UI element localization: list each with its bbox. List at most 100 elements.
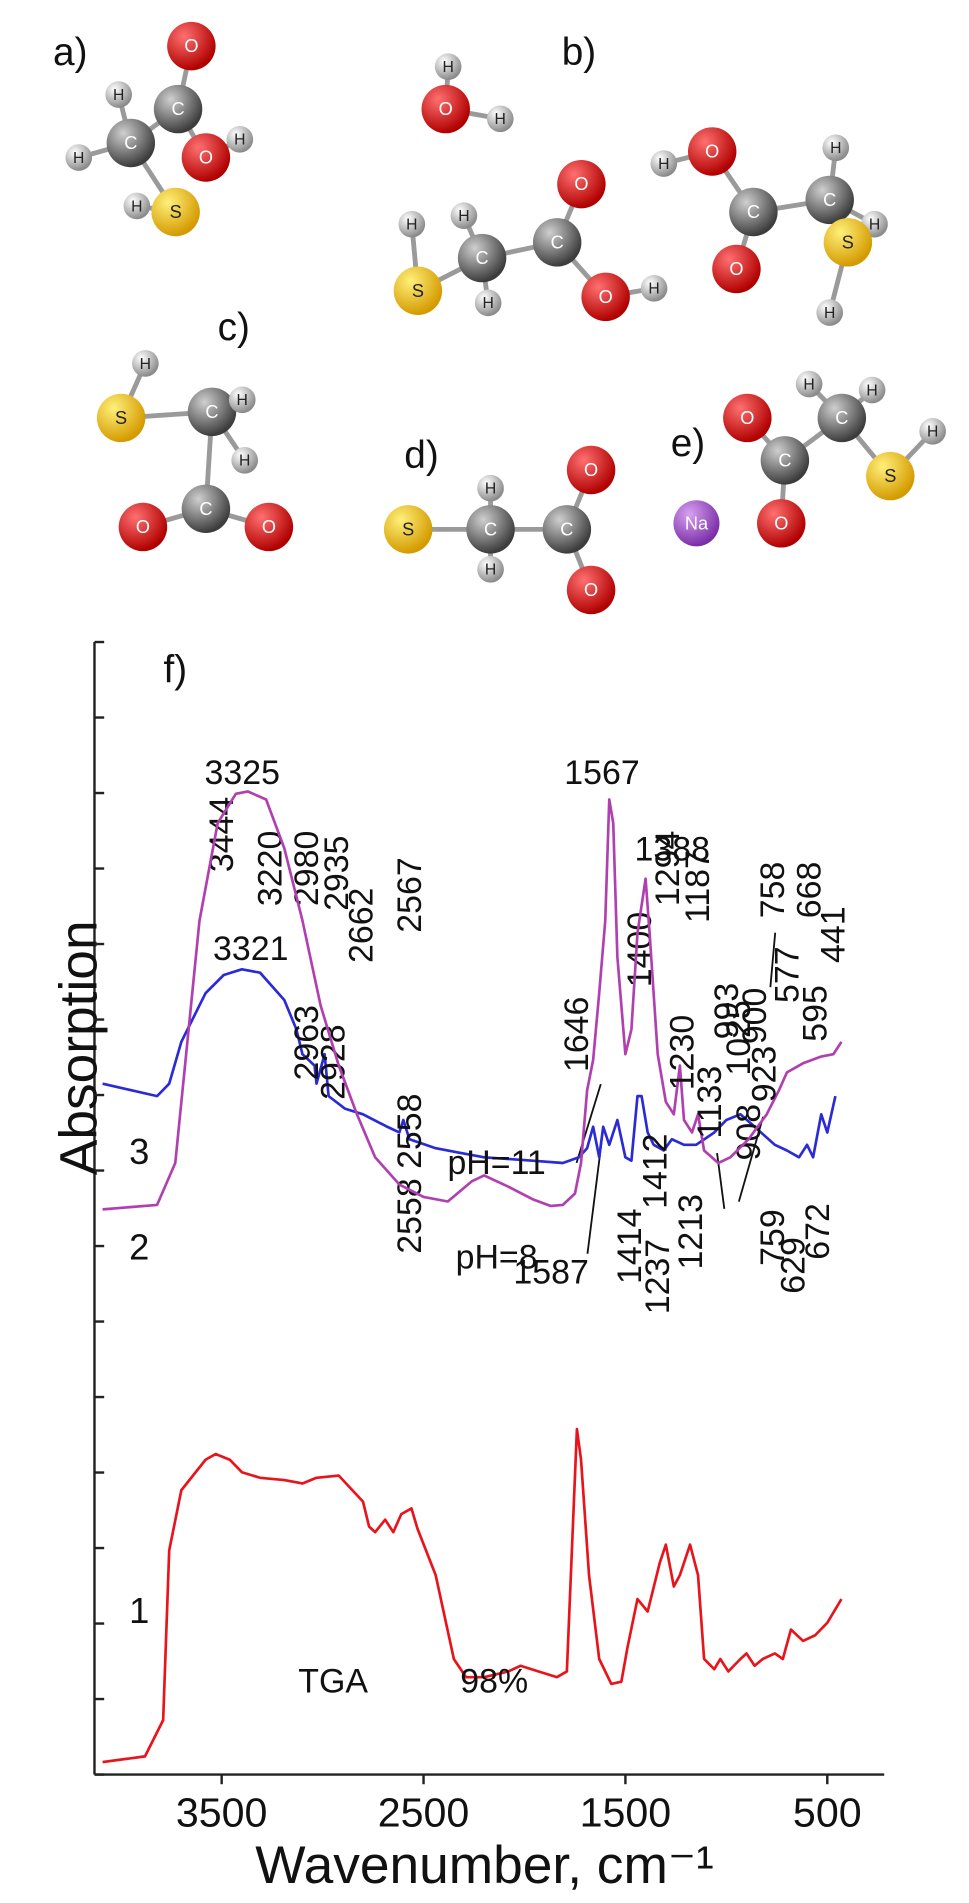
atom xyxy=(96,393,146,443)
atom-label: H xyxy=(406,217,417,234)
atom xyxy=(687,127,737,176)
peak-label: 1388 xyxy=(635,831,710,869)
atom-label: S xyxy=(170,202,182,222)
peak-label: 1412 xyxy=(637,1133,675,1208)
spectrum xyxy=(102,1427,843,1764)
peak-label: 1237 xyxy=(639,1239,677,1314)
atom-label: S xyxy=(115,408,127,428)
atom xyxy=(421,84,470,134)
peak-label: 1587 xyxy=(513,1253,588,1291)
atom xyxy=(132,350,159,377)
atom xyxy=(153,84,203,134)
atom-label: C xyxy=(747,202,760,222)
atom xyxy=(723,393,772,443)
atom xyxy=(823,218,873,267)
atom-label: O xyxy=(584,460,598,480)
atom xyxy=(187,387,237,437)
atom-label: H xyxy=(482,295,493,312)
atom-label: H xyxy=(869,217,880,234)
peak-label: 1133 xyxy=(691,1066,729,1139)
peak-label: 1646 xyxy=(558,997,596,1072)
atom-label: O xyxy=(262,517,276,537)
atom xyxy=(816,299,844,326)
atom-label: H xyxy=(113,87,124,104)
molecule-label: e) xyxy=(671,422,705,465)
peak-label: 1230 xyxy=(663,1015,701,1090)
atom-label: C xyxy=(484,519,497,539)
x-tick-label: 500 xyxy=(793,1790,862,1836)
atom-label: C xyxy=(199,499,212,519)
atom xyxy=(866,451,915,501)
atom xyxy=(228,386,256,414)
x-tick-label: 3500 xyxy=(176,1790,268,1836)
atom xyxy=(457,233,507,283)
atom-label: H xyxy=(485,562,496,579)
atom xyxy=(760,436,810,485)
atom xyxy=(393,266,443,315)
atom xyxy=(542,505,592,554)
atom-label: C xyxy=(823,190,836,210)
atom-label: H xyxy=(458,208,469,225)
atom xyxy=(383,505,433,554)
atom xyxy=(795,370,823,398)
atom xyxy=(123,192,151,220)
peak-label: 2980 xyxy=(288,831,326,906)
atom-label: H xyxy=(824,305,835,322)
atom-label: O xyxy=(774,513,788,533)
atom-label: Na xyxy=(685,513,709,533)
atom-label: H xyxy=(648,281,659,298)
peak-label: 3220 xyxy=(251,831,289,906)
atom xyxy=(181,484,231,534)
x-tick-label: 1500 xyxy=(580,1790,672,1836)
peak-label: 629 xyxy=(775,1237,813,1294)
peak-label: 2935 xyxy=(318,835,356,910)
atom-label: S xyxy=(884,466,896,486)
atom xyxy=(757,499,806,548)
atom-label: H xyxy=(658,156,669,173)
peak-label: 2567 xyxy=(391,857,429,932)
atom-label: O xyxy=(136,517,150,537)
atom xyxy=(398,210,426,238)
ir-chart: f) Wavenumber, cm⁻¹ Absorption 3500 2500 1… xyxy=(49,640,885,1895)
peak-label: 577 xyxy=(769,946,807,1003)
atom-label: H xyxy=(239,453,250,470)
x-axis-title: Wavenumber, cm⁻¹ xyxy=(255,1836,713,1895)
atom-label: C xyxy=(171,99,184,119)
atom xyxy=(566,445,616,495)
atom-label: S xyxy=(412,281,424,301)
atom xyxy=(65,144,93,171)
atom-label: H xyxy=(927,424,938,441)
atom xyxy=(566,565,616,615)
atom-label: O xyxy=(439,99,453,119)
atom-label: S xyxy=(842,232,854,252)
atom xyxy=(118,502,168,552)
atom-label: H xyxy=(234,132,245,149)
atom-label: H xyxy=(803,376,814,393)
atom-label: O xyxy=(584,580,598,600)
peak-label: 1025 xyxy=(720,1000,758,1075)
atom-label: H xyxy=(830,140,841,157)
atom-label: C xyxy=(560,519,573,539)
pointer xyxy=(575,1083,602,1164)
peak-label: 900 xyxy=(736,988,774,1045)
atom-label: O xyxy=(729,259,743,279)
atom xyxy=(919,417,946,445)
annotation: pH=11 xyxy=(447,1144,545,1182)
molecule-label: c) xyxy=(218,306,250,349)
atom xyxy=(244,502,294,552)
molecule-label: a) xyxy=(53,31,87,74)
atom-label: H xyxy=(485,481,496,498)
peak-label: 1187 xyxy=(679,850,717,923)
annotation: pH=8 xyxy=(456,1239,538,1277)
peak-label: 3444 xyxy=(203,797,241,872)
atom xyxy=(650,150,678,177)
atom xyxy=(532,218,582,267)
annotation: TGA xyxy=(298,1663,368,1701)
atom xyxy=(729,187,778,237)
peak-label: 759 xyxy=(754,1209,792,1266)
peak-label: 668 xyxy=(790,862,828,919)
atom-label: O xyxy=(184,36,198,56)
